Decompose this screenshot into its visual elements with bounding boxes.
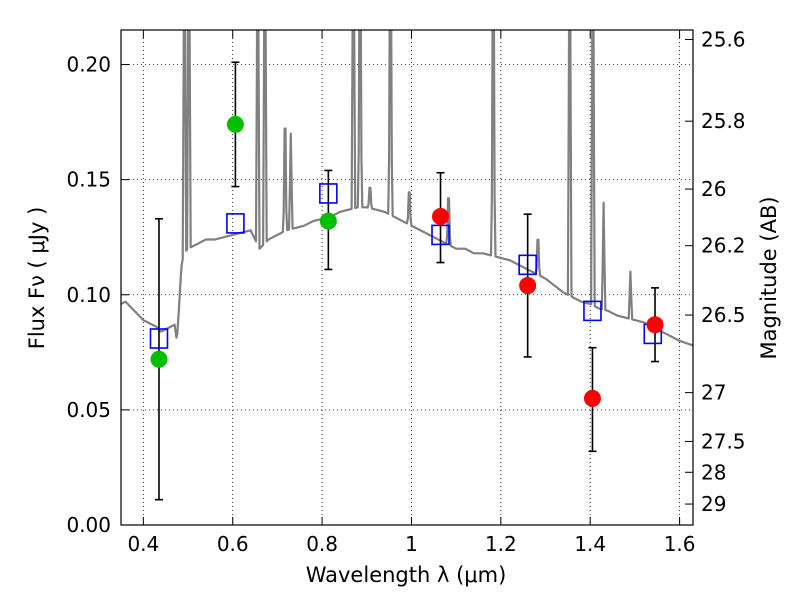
model-photometry-square xyxy=(319,183,338,204)
right-axis-tick-label: 29 xyxy=(701,492,726,516)
tick-labels: 0.4 0.6 0.8 1 1.2 1.4 1.6 0.00 0.05 0.10 0.15 0.20 2… xyxy=(66,27,745,556)
x-tick-label: 1 xyxy=(405,532,418,556)
x-tick-label: 0.8 xyxy=(306,532,338,556)
x-axis-label: Wavelength λ (μm) xyxy=(306,563,507,587)
observed-point xyxy=(583,389,601,407)
model-photometry-square xyxy=(583,300,602,322)
x-tick-label: 1.4 xyxy=(574,532,606,556)
y-tick-label: 0.00 xyxy=(66,513,111,537)
y-tick-label: 0.15 xyxy=(66,168,111,192)
model-photometry-square xyxy=(431,224,450,246)
observed-point xyxy=(432,207,450,225)
observed-point xyxy=(646,316,664,334)
model-photometry-square xyxy=(518,254,537,276)
right-axis-tick-label: 26.2 xyxy=(701,234,746,258)
right-axis-tick-label: 28 xyxy=(701,460,726,484)
observed-point xyxy=(519,277,537,295)
model-photometry-square xyxy=(149,328,169,349)
grid xyxy=(121,30,693,526)
y-tick-label: 0.05 xyxy=(66,398,111,422)
observed-point xyxy=(226,115,244,133)
right-axis-tick-label: 27 xyxy=(701,381,726,405)
plot-frame xyxy=(120,29,694,526)
right-axis-tick-label: 26.5 xyxy=(701,303,746,327)
model-photometry-square xyxy=(226,213,245,234)
observed-point xyxy=(150,350,168,368)
model-spectrum xyxy=(121,30,693,347)
right-axis-tick-label: 25.6 xyxy=(701,27,746,51)
right-axis-label: Magnitude (AB) xyxy=(757,196,781,359)
x-tick-label: 0.4 xyxy=(127,532,159,556)
spectrum-line xyxy=(121,30,693,347)
right-axis-tick-label: 26 xyxy=(701,177,726,201)
x-tick-label: 1.2 xyxy=(485,532,517,556)
observed-photometry-markers xyxy=(150,115,664,407)
observed-point xyxy=(319,212,337,230)
y-axis-label: Flux Fν ( μJy ) xyxy=(25,207,49,350)
x-tick-label: 1.6 xyxy=(664,532,696,556)
x-tick-label: 0.6 xyxy=(217,532,249,556)
y-tick-label: 0.10 xyxy=(66,283,111,307)
right-axis-tick-label: 25.8 xyxy=(701,109,746,133)
right-axis-tick-label: 27.5 xyxy=(701,429,746,453)
axis-ticks xyxy=(121,30,693,526)
y-tick-label: 0.20 xyxy=(66,53,111,77)
model-photometry-markers xyxy=(149,183,663,349)
